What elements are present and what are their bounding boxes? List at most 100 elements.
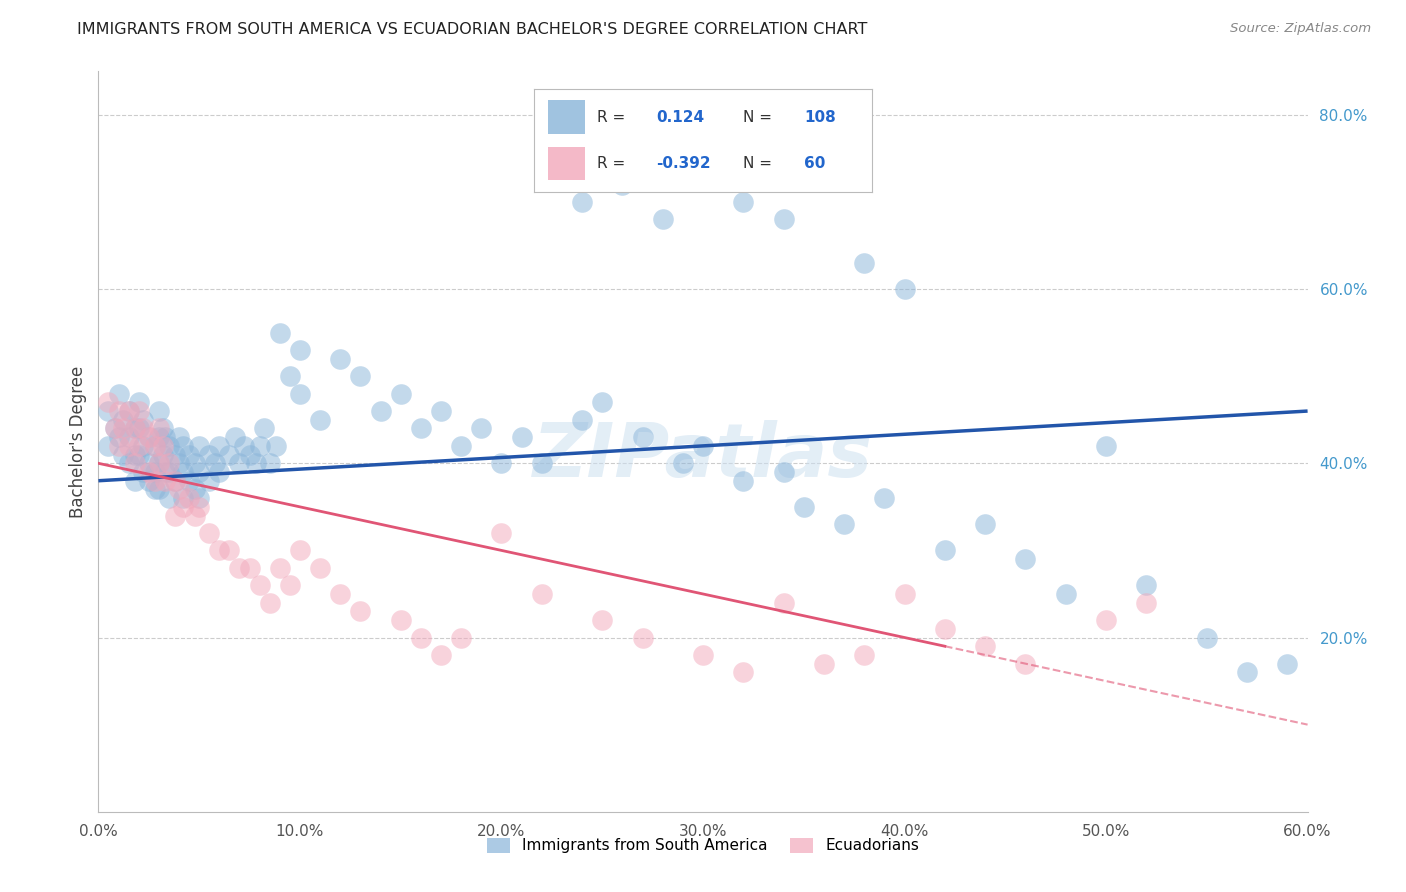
Point — [288, 386, 311, 401]
FancyBboxPatch shape — [548, 101, 585, 135]
Point — [269, 326, 291, 340]
Point — [138, 465, 160, 479]
Point — [278, 578, 301, 592]
Point — [612, 178, 634, 192]
Point — [349, 604, 371, 618]
Point — [118, 439, 141, 453]
Point — [148, 456, 170, 470]
Point — [259, 596, 281, 610]
Point — [1054, 587, 1077, 601]
Text: IMMIGRANTS FROM SOUTH AMERICA VS ECUADORIAN BACHELOR'S DEGREE CORRELATION CHART: IMMIGRANTS FROM SOUTH AMERICA VS ECUADOR… — [77, 22, 868, 37]
Point — [893, 587, 915, 601]
Point — [103, 421, 125, 435]
Text: N =: N = — [744, 110, 772, 125]
Point — [172, 491, 194, 505]
Text: ZIPatlas: ZIPatlas — [533, 420, 873, 493]
Point — [692, 169, 714, 183]
Point — [118, 404, 141, 418]
Point — [152, 448, 174, 462]
Point — [409, 631, 432, 645]
Point — [184, 508, 207, 523]
Point — [1095, 613, 1118, 627]
Point — [172, 500, 194, 514]
Point — [128, 395, 150, 409]
Point — [329, 351, 352, 366]
Point — [172, 465, 194, 479]
Point — [370, 404, 392, 418]
Point — [510, 430, 533, 444]
Point — [329, 587, 352, 601]
Point — [148, 430, 170, 444]
Point — [239, 448, 262, 462]
Point — [793, 500, 815, 514]
Point — [651, 212, 673, 227]
Point — [232, 439, 254, 453]
Text: 60: 60 — [804, 156, 825, 171]
Point — [153, 465, 176, 479]
Point — [288, 543, 311, 558]
Point — [249, 578, 271, 592]
Point — [188, 439, 211, 453]
Point — [198, 448, 221, 462]
Point — [631, 631, 654, 645]
Point — [152, 439, 174, 453]
Point — [138, 430, 160, 444]
Point — [571, 194, 593, 209]
Point — [111, 421, 134, 435]
Point — [97, 439, 120, 453]
Point — [239, 561, 262, 575]
Point — [148, 404, 170, 418]
Point — [138, 456, 160, 470]
Point — [148, 421, 170, 435]
Point — [172, 439, 194, 453]
Point — [107, 386, 129, 401]
Point — [143, 439, 166, 453]
Point — [132, 421, 155, 435]
Point — [107, 430, 129, 444]
Point — [143, 465, 166, 479]
Point — [208, 465, 231, 479]
Point — [228, 561, 250, 575]
Text: R =: R = — [596, 110, 624, 125]
Point — [430, 404, 453, 418]
Point — [218, 448, 240, 462]
Point — [128, 404, 150, 418]
Point — [97, 395, 120, 409]
Point — [1014, 552, 1036, 566]
Point — [853, 256, 876, 270]
Y-axis label: Bachelor's Degree: Bachelor's Degree — [69, 366, 87, 517]
Point — [167, 430, 190, 444]
Point — [430, 648, 453, 662]
Point — [530, 456, 553, 470]
Point — [934, 543, 956, 558]
Point — [1236, 665, 1258, 680]
Point — [772, 465, 794, 479]
Point — [148, 483, 170, 497]
Point — [124, 421, 146, 435]
Point — [813, 657, 835, 671]
Point — [148, 456, 170, 470]
Point — [450, 439, 472, 453]
Point — [224, 430, 246, 444]
Point — [269, 561, 291, 575]
Point — [132, 439, 155, 453]
Point — [179, 448, 201, 462]
Point — [208, 543, 231, 558]
Point — [128, 448, 150, 462]
Point — [1014, 657, 1036, 671]
Point — [692, 439, 714, 453]
FancyBboxPatch shape — [548, 146, 585, 180]
Point — [157, 439, 180, 453]
Point — [591, 395, 613, 409]
Point — [470, 421, 492, 435]
Point — [733, 194, 755, 209]
Point — [204, 456, 226, 470]
Point — [103, 421, 125, 435]
Point — [218, 543, 240, 558]
Point — [157, 491, 180, 505]
Point — [974, 517, 997, 532]
Point — [184, 483, 207, 497]
Point — [107, 439, 129, 453]
Point — [179, 474, 201, 488]
Point — [118, 456, 141, 470]
